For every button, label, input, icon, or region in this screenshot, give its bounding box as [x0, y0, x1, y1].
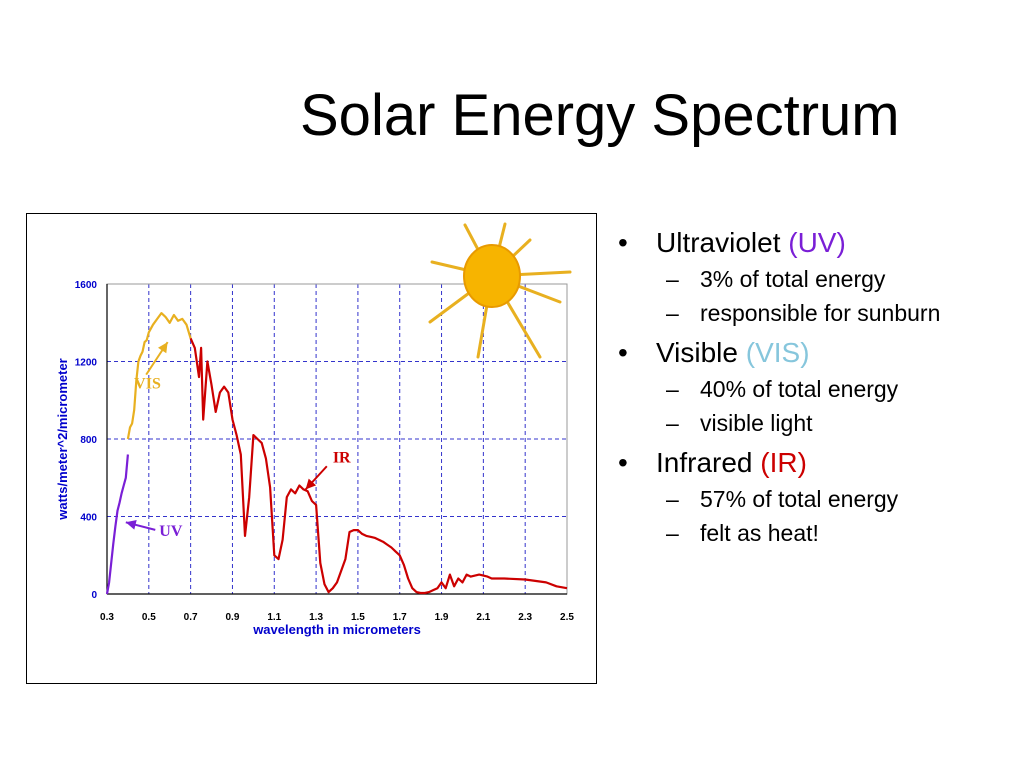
bullet-tag: (UV) — [788, 227, 846, 258]
dash-glyph: – — [666, 410, 679, 436]
sub-bullet-text: felt as heat! — [700, 520, 819, 546]
y-tick-label: 1200 — [75, 358, 98, 369]
slide-title: Solar Energy Spectrum — [300, 83, 900, 148]
sub-bullet: – 57% of total energy — [614, 484, 1014, 514]
x-tick-label: 1.9 — [435, 612, 449, 623]
y-tick-label: 800 — [80, 435, 97, 446]
sub-bullet: – 3% of total energy — [614, 264, 1014, 294]
annotation-label-ir: IR — [333, 449, 351, 466]
annotation-arrowhead-uv — [125, 520, 137, 530]
bullet-dot: • — [618, 337, 628, 368]
annotation-arrowhead-ir — [305, 478, 317, 490]
bullet-label: Infrared — [656, 447, 753, 478]
x-tick-label: 2.5 — [560, 612, 574, 623]
x-tick-label: 2.1 — [476, 612, 490, 623]
annotation-arrowhead-vis — [158, 342, 168, 354]
sub-bullet-text: 40% of total energy — [700, 376, 899, 402]
sub-bullet-text: responsible for sunburn — [700, 300, 941, 326]
sun-disc — [463, 244, 521, 308]
sub-bullet: – 40% of total energy — [614, 374, 1014, 404]
x-tick-label: 0.7 — [184, 612, 198, 623]
sub-bullet-text: 57% of total energy — [700, 486, 899, 512]
annotation-label-uv: UV — [159, 523, 183, 540]
x-tick-label: 1.5 — [351, 612, 365, 623]
sub-bullet: – visible light — [614, 408, 1014, 438]
sub-bullet: – felt as heat! — [614, 518, 1014, 548]
annotation-label-vis: VIS — [134, 376, 161, 393]
x-tick-label: 0.3 — [100, 612, 114, 623]
y-tick-label: 0 — [91, 590, 97, 601]
dash-glyph: – — [666, 376, 679, 402]
sun-icon — [428, 222, 572, 359]
bullet-list: • Ultraviolet (UV) – 3% of total energy … — [614, 226, 1014, 548]
dash-glyph: – — [666, 520, 679, 546]
y-axis-label: watts/meter^2/micrometer — [55, 358, 70, 521]
bullet-vis: • Visible (VIS) — [614, 336, 1014, 370]
dash-glyph: – — [666, 486, 679, 512]
x-tick-label: 1.7 — [393, 612, 407, 623]
x-tick-label: 0.5 — [142, 612, 156, 623]
bullet-uv: • Ultraviolet (UV) — [614, 226, 1014, 260]
x-tick-label: 0.9 — [226, 612, 240, 623]
y-tick-label: 1600 — [75, 280, 98, 291]
series-line-uv — [105, 454, 129, 595]
x-axis-label: wavelength in micrometers — [252, 622, 421, 637]
bullet-tag: (VIS) — [745, 337, 810, 368]
sub-bullet: – responsible for sunburn — [614, 298, 1014, 328]
bullet-label: Visible — [656, 337, 738, 368]
sub-bullet-text: 3% of total energy — [700, 266, 886, 292]
sub-bullet-text: visible light — [700, 410, 813, 436]
dash-glyph: – — [666, 266, 679, 292]
series-line-ir — [189, 337, 568, 595]
x-tick-label: 1.3 — [309, 612, 323, 623]
x-tick-label: 2.3 — [518, 612, 532, 623]
bullet-ir: • Infrared (IR) — [614, 446, 1014, 480]
dash-glyph: – — [666, 300, 679, 326]
solar-spectrum-chart: 0.3 0.5 0.7 0.9 1.1 1.3 1.5 1.7 1.9 2.1 2.3 2.5 0 400… — [55, 280, 574, 637]
x-tick-label: 1.1 — [267, 612, 281, 623]
bullet-tag: (IR) — [760, 447, 807, 478]
y-tick-label: 400 — [80, 513, 97, 524]
series-line-vis — [126, 311, 192, 440]
bullet-dot: • — [618, 447, 628, 478]
bullet-dot: • — [618, 227, 628, 258]
bullet-label: Ultraviolet — [656, 227, 781, 258]
